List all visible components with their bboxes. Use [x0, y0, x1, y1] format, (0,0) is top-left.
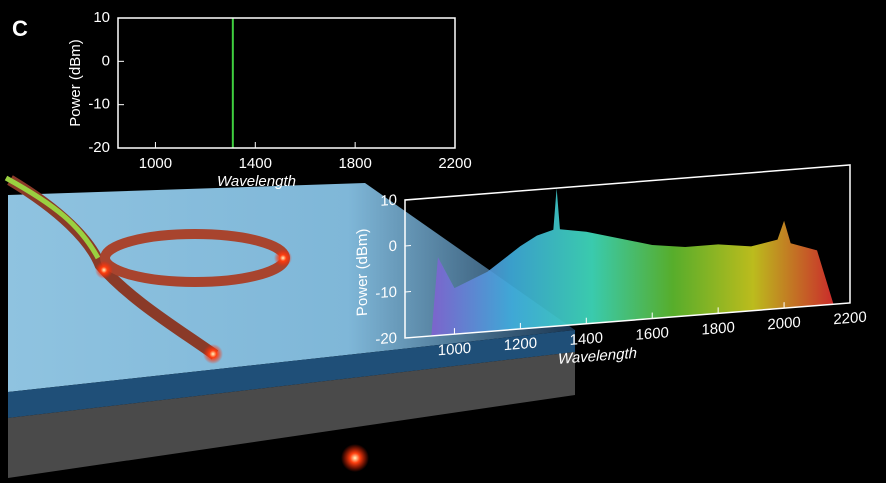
glow [274, 249, 292, 267]
y-tick-label: 0 [389, 238, 397, 256]
page: C -20 -10 0 10 1000 1400 1800 2200 Wavelength Pow… [0, 0, 886, 483]
glow [95, 261, 113, 279]
y-tick-label: 10 [380, 192, 397, 210]
figure: C -20 -10 0 10 1000 1400 1800 2200 Wavelength Pow… [0, 0, 886, 483]
panel-label: C [12, 16, 28, 41]
x-tick-label: 2200 [438, 155, 471, 172]
x-tick-label: 1400 [239, 155, 272, 172]
y-axis-label: Power (dBm) [67, 39, 84, 127]
glow [341, 444, 369, 472]
x-tick-label: 1400 [570, 329, 603, 349]
x-tick-label: 1000 [139, 155, 172, 172]
y-tick-label: -10 [375, 284, 397, 303]
x-tick-label: 1000 [438, 340, 471, 360]
x-tick-label: 2200 [833, 309, 866, 329]
x-tick-label: 1600 [636, 324, 669, 344]
y-tick-label: -20 [88, 139, 110, 156]
y-tick-label: 0 [102, 52, 110, 69]
x-tick-label: 1800 [701, 319, 734, 339]
y-tick-label: -20 [375, 330, 397, 349]
glow [203, 344, 223, 364]
x-tick-label: 1200 [504, 335, 537, 355]
x-tick-label: 2000 [767, 314, 800, 334]
y-tick-label: -10 [88, 96, 110, 113]
y-tick-label: 10 [93, 9, 110, 26]
y-axis-label: Power (dBm) [354, 228, 371, 317]
x-axis-label: Wavelength [217, 173, 296, 190]
x-tick-label: 1800 [338, 155, 371, 172]
